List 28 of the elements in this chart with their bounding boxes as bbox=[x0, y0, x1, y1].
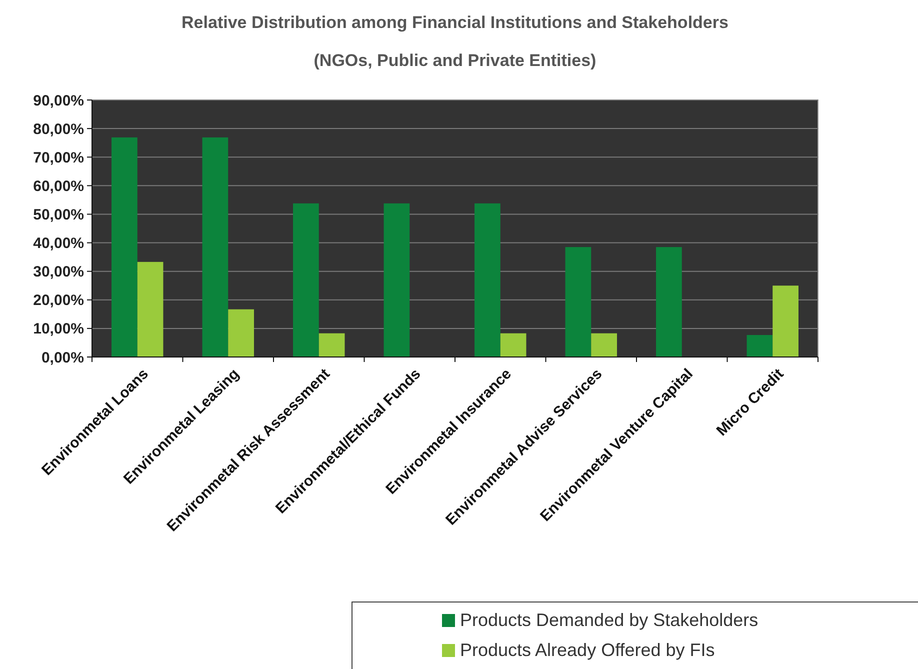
bar bbox=[384, 203, 410, 357]
y-tick-label: 20,00% bbox=[33, 292, 84, 310]
bar bbox=[228, 309, 254, 357]
bar bbox=[112, 137, 138, 357]
y-tick-label: 50,00% bbox=[33, 206, 84, 224]
legend-label: Products Already Offered by FIs bbox=[460, 640, 715, 660]
y-tick-label: 30,00% bbox=[33, 264, 84, 281]
y-tick-label: 80,00% bbox=[33, 120, 84, 138]
chart-subtitle: (NGOs, Public and Private Entities) bbox=[314, 51, 596, 70]
y-tick-label: 60,00% bbox=[33, 178, 84, 195]
y-tick-label: 10,00% bbox=[33, 320, 84, 338]
legend-label: Products Demanded by Stakeholders bbox=[460, 610, 758, 630]
y-tick-label: 70,00% bbox=[33, 149, 84, 166]
bar bbox=[500, 333, 526, 357]
bar bbox=[293, 203, 319, 357]
bar bbox=[746, 335, 773, 357]
bar bbox=[318, 333, 345, 357]
bar bbox=[656, 247, 682, 357]
bar bbox=[591, 333, 617, 357]
bar bbox=[565, 247, 592, 357]
y-tick-label: 90,00% bbox=[33, 92, 84, 110]
y-tick-label: 0,00% bbox=[41, 349, 84, 366]
bar bbox=[474, 203, 500, 357]
bar bbox=[137, 262, 164, 357]
y-tick-label: 40,00% bbox=[33, 235, 84, 252]
bar bbox=[772, 286, 798, 357]
chart-title: Relative Distribution among Financial Institutions and Stakeholders bbox=[182, 13, 728, 32]
bar bbox=[202, 137, 228, 357]
